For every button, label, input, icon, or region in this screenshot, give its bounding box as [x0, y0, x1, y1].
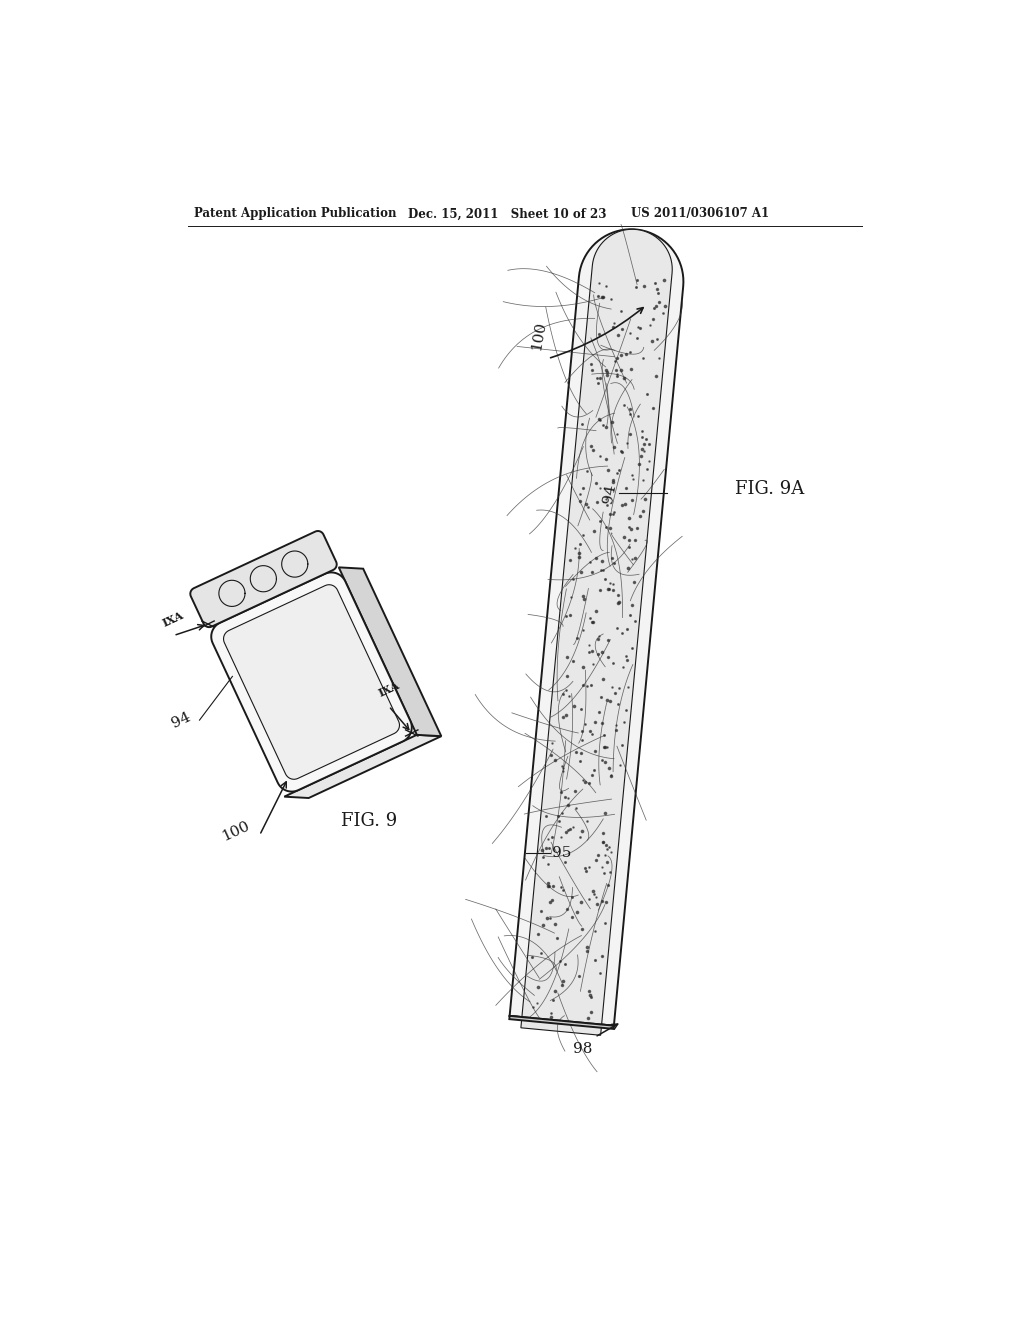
- Text: IXA: IXA: [161, 609, 185, 628]
- Polygon shape: [211, 573, 412, 792]
- Polygon shape: [521, 230, 672, 1035]
- Text: 100: 100: [529, 319, 548, 351]
- Text: IXA: IXA: [376, 680, 401, 698]
- Text: 98: 98: [573, 1041, 593, 1056]
- Text: 94: 94: [601, 483, 618, 504]
- Polygon shape: [285, 735, 441, 799]
- Text: Patent Application Publication: Patent Application Publication: [195, 207, 397, 220]
- Polygon shape: [190, 531, 337, 627]
- Text: FIG. 9: FIG. 9: [341, 812, 397, 829]
- Text: US 2011/0306107 A1: US 2011/0306107 A1: [631, 207, 769, 220]
- Text: 100: 100: [219, 820, 252, 845]
- Text: 94: 94: [170, 710, 194, 730]
- Text: FIG. 9A: FIG. 9A: [735, 480, 804, 499]
- Text: Dec. 15, 2011   Sheet 10 of 23: Dec. 15, 2011 Sheet 10 of 23: [408, 207, 606, 220]
- Polygon shape: [223, 585, 399, 779]
- Polygon shape: [510, 230, 683, 1026]
- Polygon shape: [509, 1016, 614, 1028]
- Polygon shape: [339, 568, 441, 737]
- Text: 95: 95: [552, 846, 571, 861]
